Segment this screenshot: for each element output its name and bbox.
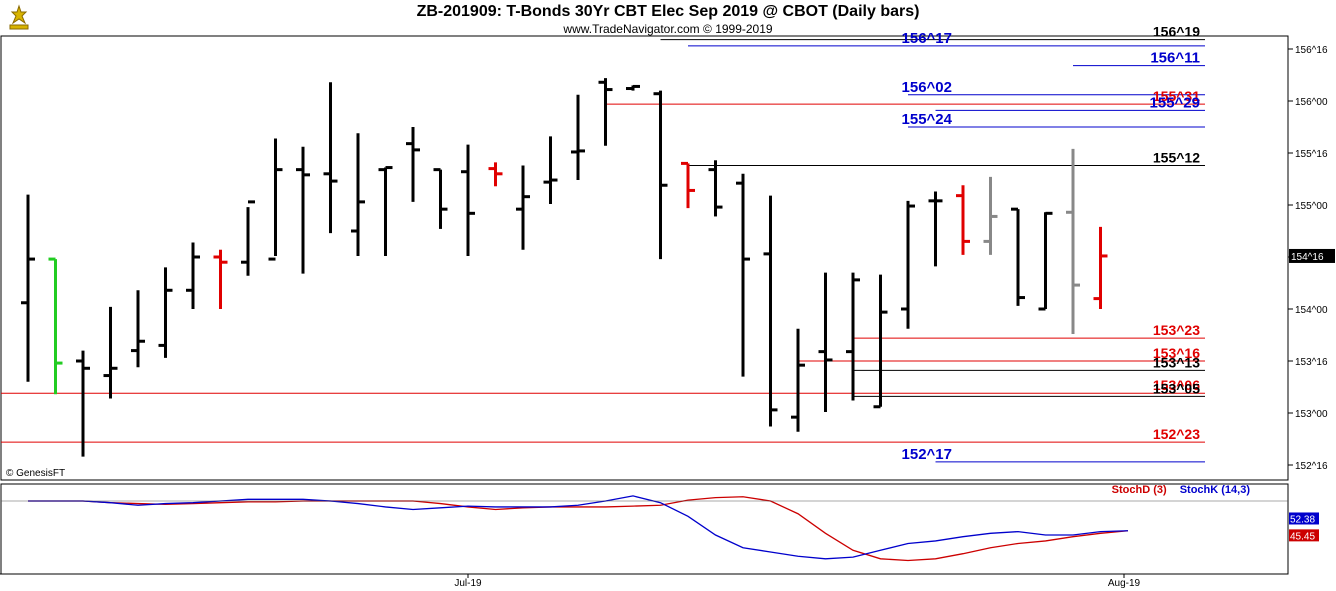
tradenavigator-logo-icon [4, 3, 34, 33]
level-label: 153^13 [1153, 354, 1200, 370]
y-tick-label: 155^00 [1295, 201, 1328, 212]
stoch-value-label: 52.38 [1290, 514, 1315, 525]
level-label: 153^05 [1153, 380, 1200, 396]
level-label: 153^23 [1153, 322, 1200, 338]
level-label: 153^16 [1153, 345, 1200, 361]
chart-title: ZB-201909: T-Bonds 30Yr CBT Elec Sep 201… [416, 3, 920, 20]
y-tick-label: 156^16 [1295, 45, 1328, 56]
level-label: 156^02 [902, 79, 952, 96]
level-label: 156^11 [1150, 50, 1200, 67]
y-tick-label: 153^16 [1295, 357, 1328, 368]
x-tick-label: Jul-19 [454, 578, 482, 589]
stochastic-legend: StochD (3) StochK (14,3) [1102, 484, 1250, 496]
level-label: 153^06 [1153, 377, 1200, 393]
x-tick-label: Aug-19 [1108, 578, 1141, 589]
y-tick-label: 156^00 [1295, 97, 1328, 108]
stoch-value-badge [1289, 512, 1319, 525]
y-tick-label: 155^16 [1295, 149, 1328, 160]
stochastic-plot-frame [0, 483, 1289, 575]
stoch-k-legend: StochK (14,3) [1179, 484, 1250, 496]
level-label: 155^12 [1153, 149, 1200, 165]
level-label: 152^17 [902, 446, 952, 463]
stoch-k-line [28, 495, 1129, 560]
stoch-d-legend: StochD (3) [1111, 484, 1167, 496]
data-credit: © GenesisFT [6, 468, 66, 479]
last-price-label: 154^16 [1291, 252, 1324, 263]
y-tick-label: 154^00 [1295, 305, 1328, 316]
level-label: 156^19 [1153, 24, 1200, 40]
level-label: 152^23 [1153, 426, 1200, 442]
y-tick-label: 152^16 [1295, 461, 1328, 472]
last-price-badge [1289, 248, 1335, 263]
level-label: 155^29 [1150, 94, 1200, 111]
stoch-value-label: 45.45 [1290, 531, 1315, 542]
chart-subtitle: www.TradeNavigator.com © 1999-2019 [563, 22, 773, 36]
level-label: 155^24 [902, 111, 953, 128]
price-plot-frame [0, 35, 1289, 481]
stoch-value-badge [1289, 529, 1319, 542]
stoch-d-line [28, 496, 1129, 562]
y-tick-label: 153^00 [1295, 409, 1328, 420]
level-label: 155^31 [1153, 88, 1200, 104]
level-label: 156^17 [902, 30, 952, 47]
